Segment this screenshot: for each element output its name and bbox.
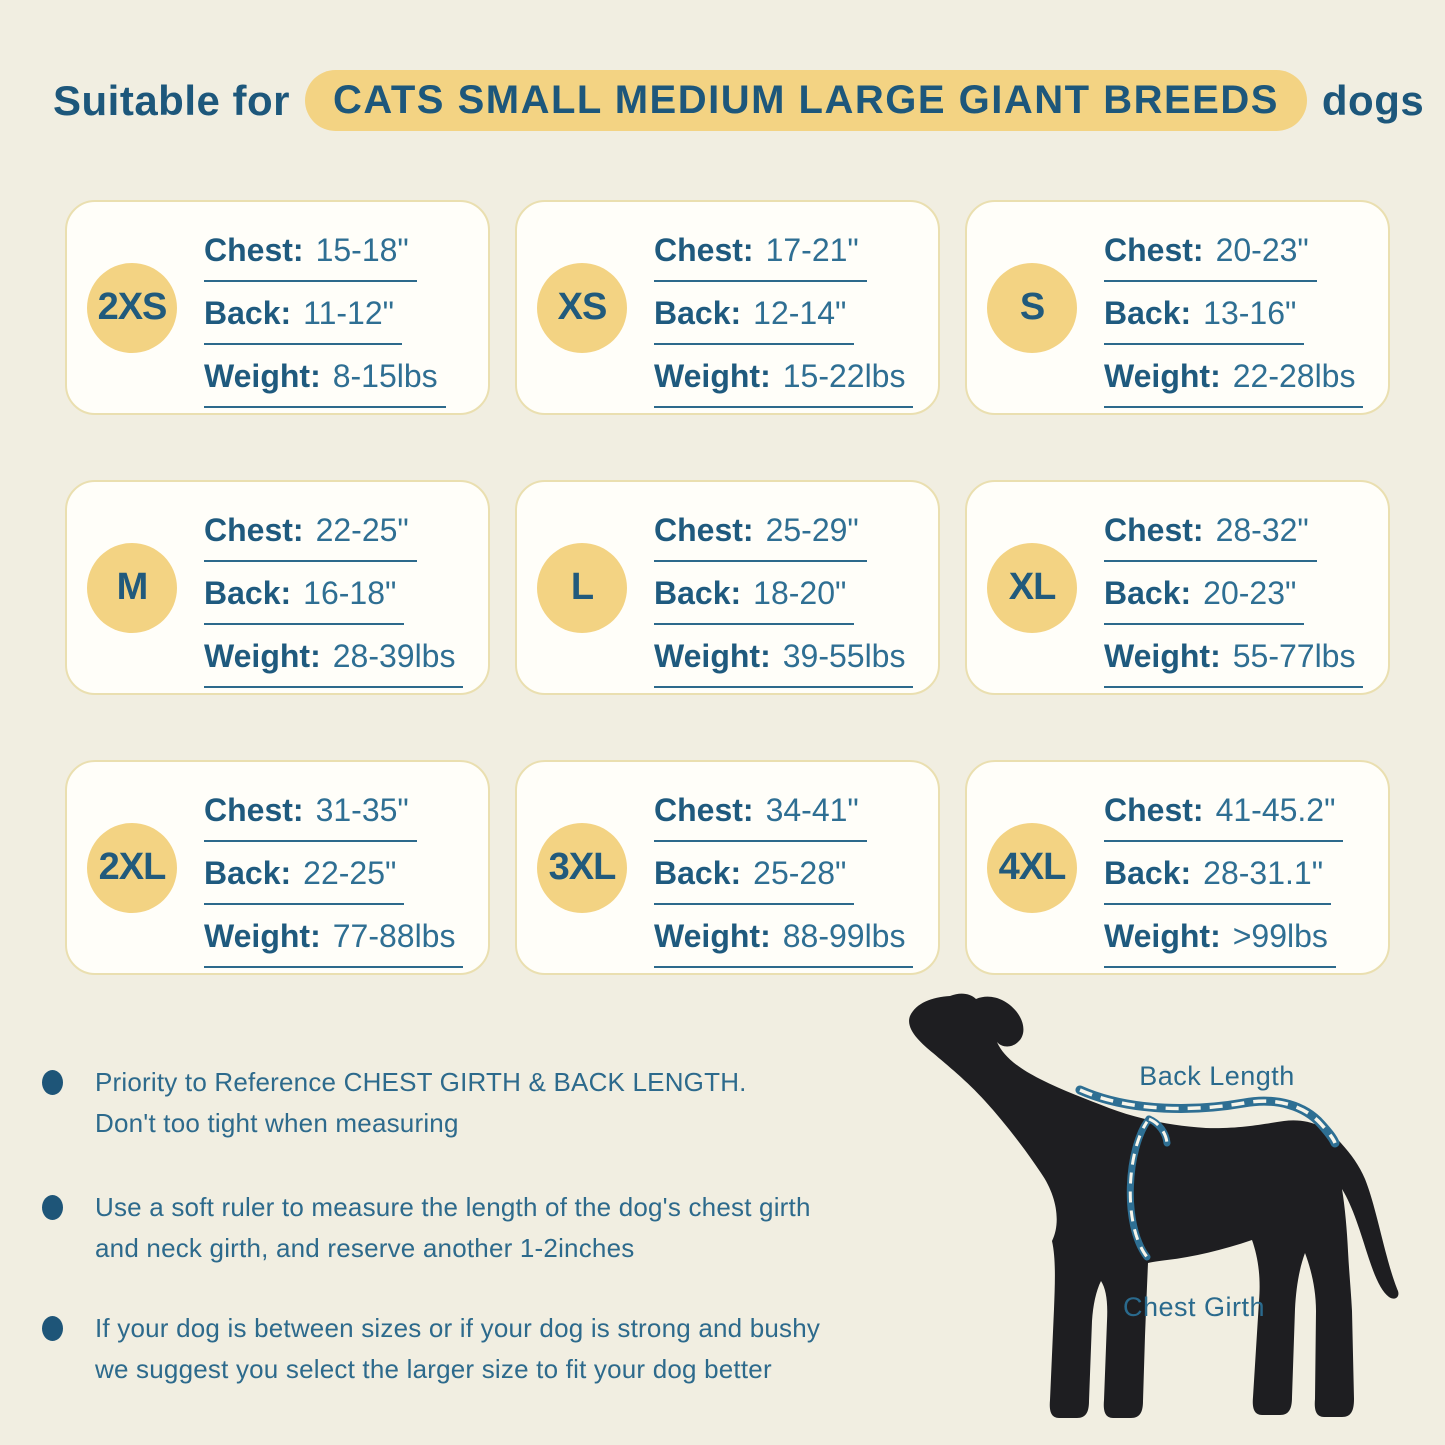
- note-item-2: Use a soft ruler to measure the length o…: [42, 1187, 922, 1269]
- back-spec: Back: 11-12": [204, 293, 478, 345]
- title-suffix: dogs: [1321, 76, 1425, 124]
- chest-spec: Chest: 41-45.2": [1104, 790, 1378, 842]
- weight-spec: Weight: 55-77lbs: [1104, 636, 1378, 688]
- chest-spec: Chest: 34-41": [654, 790, 928, 842]
- chest-spec: Chest: 31-35": [204, 790, 478, 842]
- chest-spec: Chest: 22-25": [204, 510, 478, 562]
- spec-list: Chest: 41-45.2" Back: 28-31.1" Weight: >99l…: [1104, 790, 1378, 979]
- spec-list: Chest: 20-23" Back: 13-16" Weight: 22-28lbs: [1104, 230, 1378, 419]
- note-text: Priority to Reference CHEST GIRTH & BACK…: [95, 1067, 747, 1138]
- size-card-s: S Chest: 20-23" Back: 13-16" Weight: 22-28l…: [965, 200, 1390, 415]
- size-label: M: [116, 566, 149, 608]
- chest-spec: Chest: 15-18": [204, 230, 478, 282]
- size-label: S: [1019, 286, 1045, 328]
- bullet-dot-icon: [42, 1195, 63, 1220]
- back-spec: Back: 20-23": [1104, 573, 1378, 625]
- size-badge: M: [87, 542, 177, 633]
- title-prefix: Suitable for: [53, 76, 291, 124]
- back-spec: Back: 18-20": [654, 573, 928, 625]
- size-badge: 2XL: [87, 822, 177, 913]
- chest-spec: Chest: 25-29": [654, 510, 928, 562]
- size-card-xs: XS Chest: 17-21" Back: 12-14" Weight: 15-22…: [515, 200, 940, 415]
- back-spec: Back: 28-31.1": [1104, 853, 1378, 905]
- spec-list: Chest: 22-25" Back: 16-18" Weight: 28-39lbs: [204, 510, 478, 699]
- bullet-dot-icon: [42, 1316, 63, 1341]
- size-label: XL: [1008, 566, 1057, 608]
- back-length-line: [1075, 1085, 1340, 1148]
- note-item-1: Priority to Reference CHEST GIRTH & BACK…: [42, 1062, 922, 1144]
- size-badge: L: [537, 542, 627, 633]
- size-card-l: L Chest: 25-29" Back: 18-20" Weight: 39-55l…: [515, 480, 940, 695]
- size-label: L: [570, 566, 594, 608]
- size-label: 2XL: [98, 846, 167, 888]
- note-text: Use a soft ruler to measure the length o…: [95, 1192, 811, 1263]
- size-badge: S: [987, 262, 1077, 353]
- weight-spec: Weight: 77-88lbs: [204, 916, 478, 968]
- spec-list: Chest: 28-32" Back: 20-23" Weight: 55-77lbs: [1104, 510, 1378, 699]
- spec-list: Chest: 34-41" Back: 25-28" Weight: 88-99lbs: [654, 790, 928, 979]
- weight-spec: Weight: 39-55lbs: [654, 636, 928, 688]
- size-label: 4XL: [998, 846, 1067, 888]
- size-label: 2XS: [97, 286, 168, 328]
- chest-spec: Chest: 20-23": [1104, 230, 1378, 282]
- weight-spec: Weight: 88-99lbs: [654, 916, 928, 968]
- back-spec: Back: 12-14": [654, 293, 928, 345]
- note-item-3: If your dog is between sizes or if your …: [42, 1308, 922, 1390]
- size-badge: 4XL: [987, 822, 1077, 913]
- weight-spec: Weight: 15-22lbs: [654, 356, 928, 408]
- spec-list: Chest: 17-21" Back: 12-14" Weight: 15-22lbs: [654, 230, 928, 419]
- spec-list: Chest: 15-18" Back: 11-12" Weight: 8-15lbs: [204, 230, 478, 419]
- dog-silhouette: [909, 993, 1399, 1418]
- size-badge: 3XL: [537, 822, 627, 913]
- size-badge: XS: [537, 262, 627, 353]
- weight-spec: Weight: >99lbs: [1104, 916, 1378, 968]
- page-title: Suitable for CATS SMALL MEDIUM LARGE GIA…: [53, 70, 1424, 131]
- weight-spec: Weight: 8-15lbs: [204, 356, 478, 408]
- size-badge: XL: [987, 542, 1077, 633]
- weight-spec: Weight: 22-28lbs: [1104, 356, 1378, 408]
- note-text: If your dog is between sizes or if your …: [95, 1313, 821, 1384]
- back-spec: Back: 25-28": [654, 853, 928, 905]
- size-card-2xl: 2XL Chest: 31-35" Back: 22-25" Weight: 77-8…: [65, 760, 490, 975]
- back-length-label: Back Length: [1139, 1061, 1295, 1091]
- chest-spec: Chest: 28-32": [1104, 510, 1378, 562]
- size-card-3xl: 3XL Chest: 34-41" Back: 25-28" Weight: 88-9…: [515, 760, 940, 975]
- chest-girth-label: Chest Girth: [1123, 1292, 1265, 1322]
- back-spec: Back: 16-18": [204, 573, 478, 625]
- spec-list: Chest: 31-35" Back: 22-25" Weight: 77-88lbs: [204, 790, 478, 979]
- size-label: 3XL: [548, 846, 617, 888]
- back-spec: Back: 13-16": [1104, 293, 1378, 345]
- size-card-4xl: 4XL Chest: 41-45.2" Back: 28-31.1" Weight:…: [965, 760, 1390, 975]
- size-cards-grid: 2XS Chest: 15-18" Back: 11-12" Weight: 8-15…: [65, 200, 1390, 975]
- title-highlight-pill: CATS SMALL MEDIUM LARGE GIANT BREEDS: [305, 70, 1307, 131]
- back-spec: Back: 22-25": [204, 853, 478, 905]
- size-card-m: M Chest: 22-25" Back: 16-18" Weight: 28-39l…: [65, 480, 490, 695]
- size-label: XS: [557, 286, 608, 328]
- chest-girth-line: [1126, 1115, 1171, 1261]
- size-card-2xs: 2XS Chest: 15-18" Back: 11-12" Weight: 8-15…: [65, 200, 490, 415]
- dog-measurement-diagram: Back Length Chest Girth: [909, 993, 1399, 1418]
- spec-list: Chest: 25-29" Back: 18-20" Weight: 39-55lbs: [654, 510, 928, 699]
- size-card-xl: XL Chest: 28-32" Back: 20-23" Weight: 55-77…: [965, 480, 1390, 695]
- weight-spec: Weight: 28-39lbs: [204, 636, 478, 688]
- bullet-dot-icon: [42, 1070, 63, 1095]
- chest-spec: Chest: 17-21": [654, 230, 928, 282]
- size-badge: 2XS: [87, 262, 177, 353]
